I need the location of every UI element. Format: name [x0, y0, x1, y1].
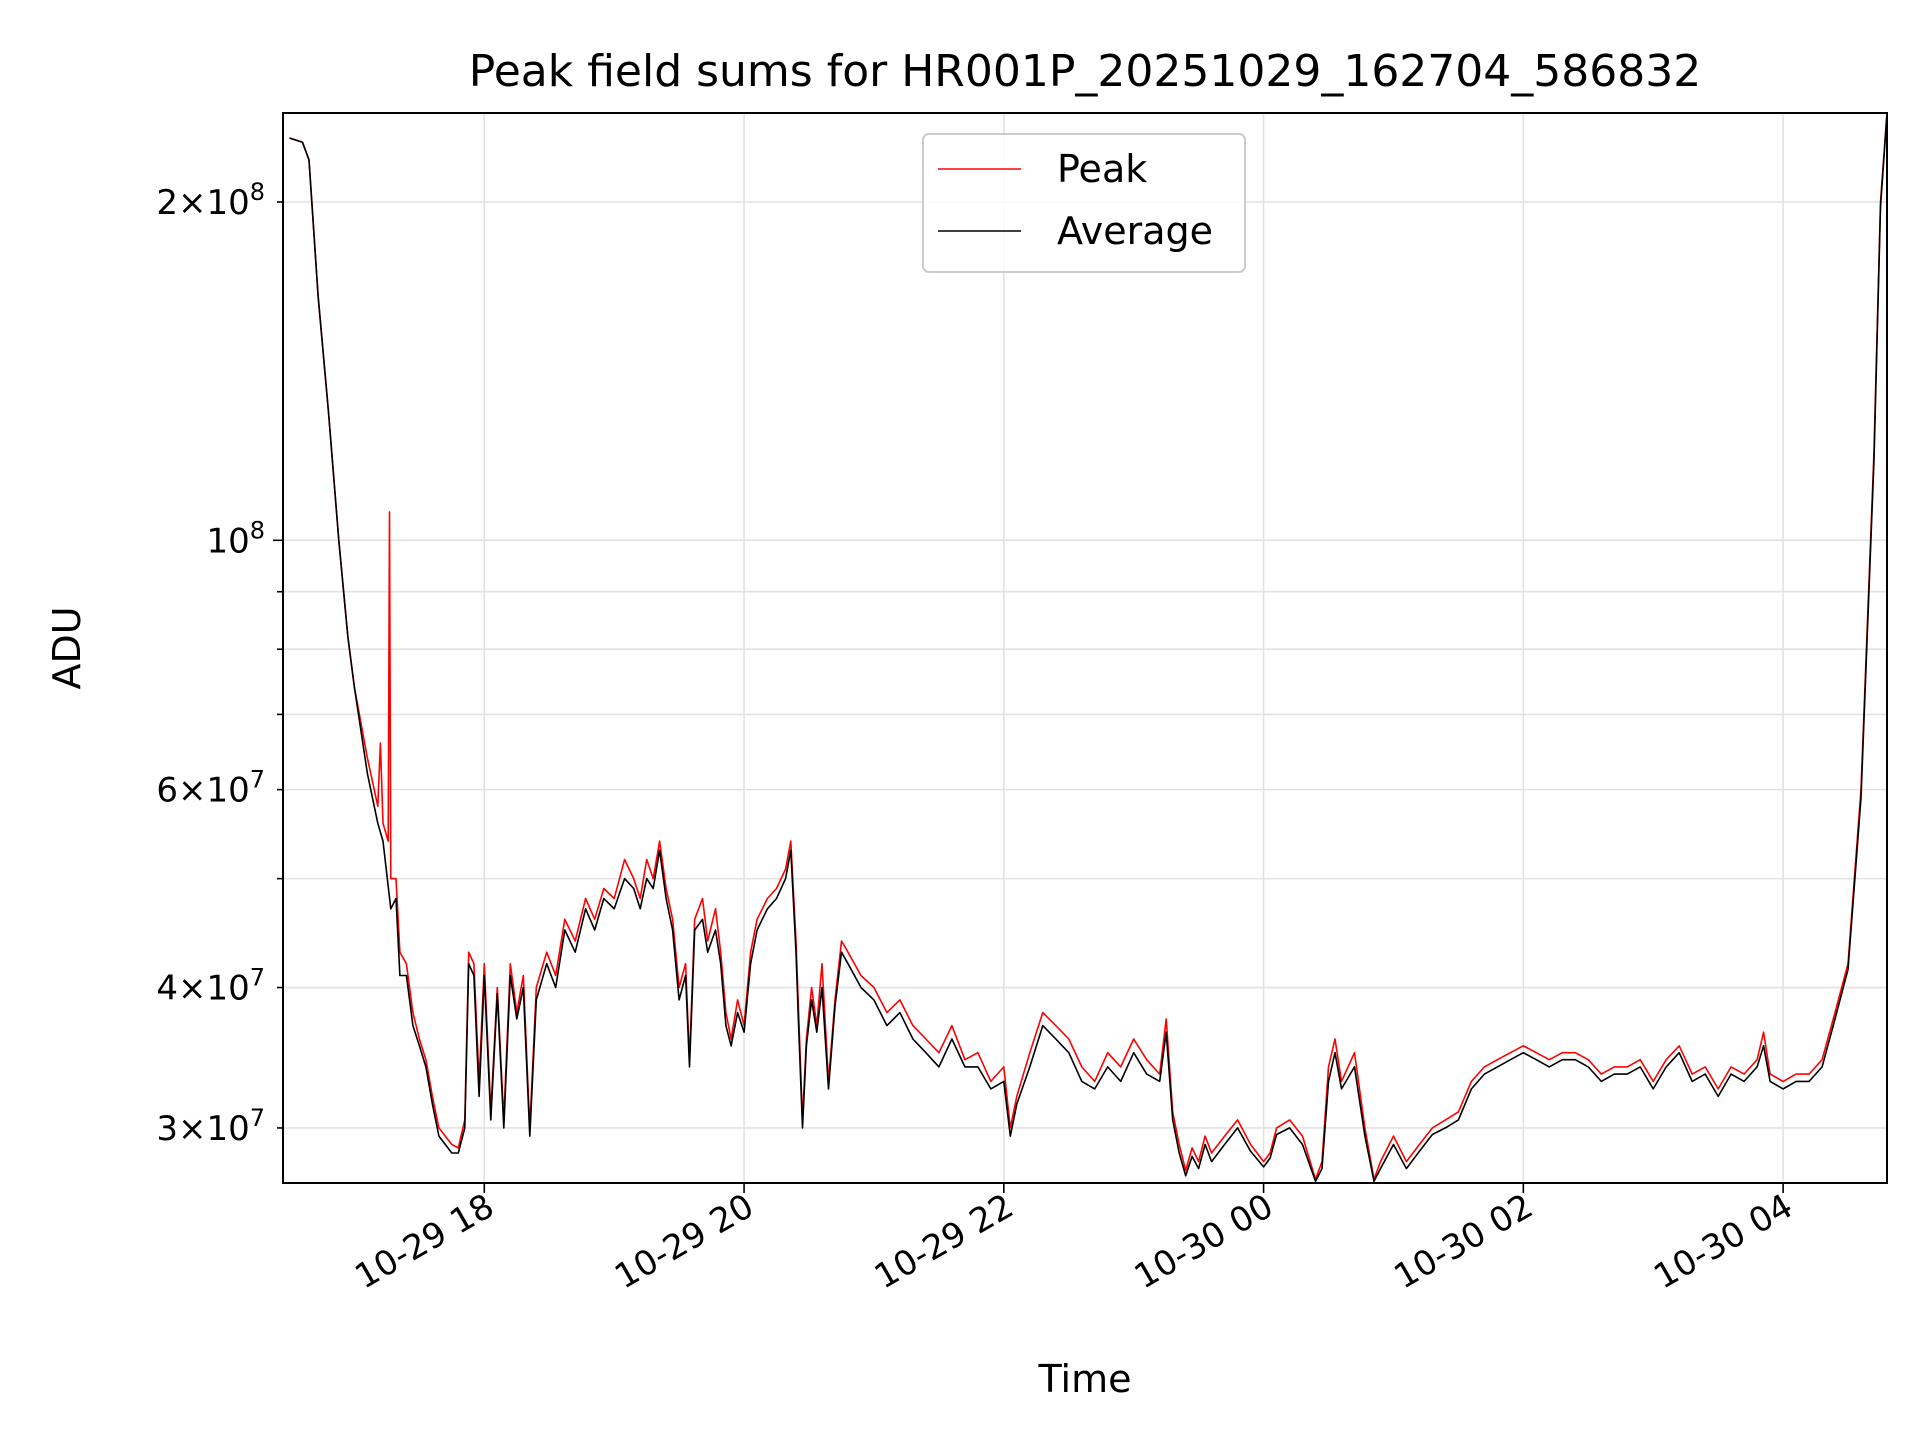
y-tick-label: 6×107: [156, 766, 265, 811]
y-tick-label: 3×107: [156, 1104, 265, 1149]
y-tick-label: 2×108: [156, 178, 265, 223]
x-axis-label: Time: [1038, 1357, 1132, 1401]
grid: [283, 113, 1887, 1183]
series-lines: [289, 112, 1888, 1182]
legend: Peak Average: [922, 133, 1246, 273]
y-axis-label: ADU: [45, 606, 89, 689]
y-tick-label: 4×107: [156, 964, 265, 1009]
chart-title: Peak field sums for HR001P_20251029_1627…: [469, 46, 1702, 97]
legend-label-average: Average: [1057, 209, 1213, 253]
legend-label-peak: Peak: [1057, 147, 1147, 191]
plot-frame: [282, 112, 1888, 1184]
series-line-average: [289, 112, 1888, 1182]
